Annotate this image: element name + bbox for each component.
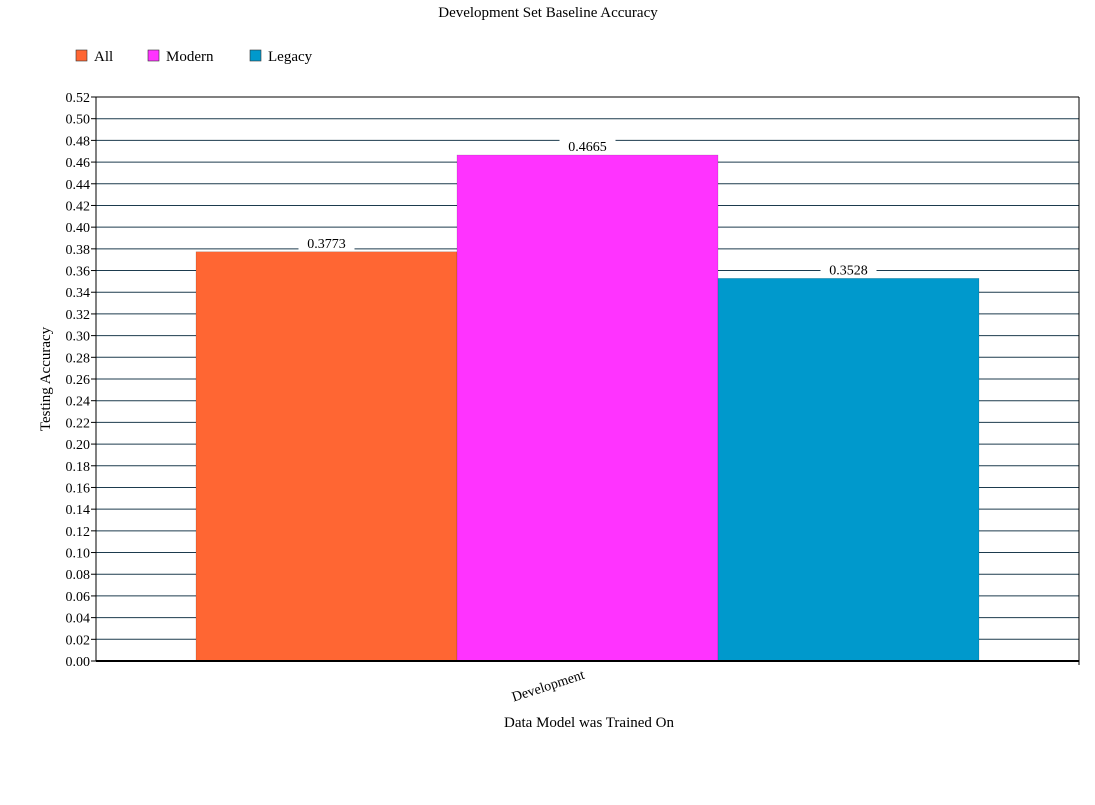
y-tick-label: 0.36 (66, 265, 91, 280)
y-tick-label: 0.18 (66, 460, 91, 475)
y-tick-label: 0.06 (66, 590, 91, 605)
y-axis-ticks: 0.00 0.02 0.04 0.06 0.08 0.10 0.12 0.14 0.16 0.18… (66, 91, 96, 670)
y-tick-label: 0.52 (66, 91, 91, 106)
x-axis-categories: Development (510, 668, 586, 706)
y-tick-label: 0.42 (66, 199, 91, 214)
bar-legacy (717, 278, 980, 662)
y-tick-label: 0.08 (66, 568, 91, 583)
y-tick-label: 0.38 (66, 243, 91, 258)
y-axis-title: Testing Accuracy (38, 326, 54, 431)
legend-label-all: All (94, 49, 113, 65)
data-label-background (559, 138, 616, 155)
y-tick-label: 0.10 (66, 547, 91, 562)
axes (95, 96, 1080, 665)
legend-swatch-legacy (249, 49, 262, 62)
bars (195, 154, 980, 662)
data-label-modern: 0.4665 (568, 140, 607, 155)
y-tick-label: 0.16 (66, 481, 91, 496)
y-tick-label: 0.04 (66, 612, 91, 627)
y-tick-label: 0.26 (66, 373, 91, 388)
y-tick-label: 0.44 (66, 178, 91, 193)
bar-modern (456, 154, 719, 662)
legend-label-legacy: Legacy (268, 49, 313, 65)
y-tick-label: 0.14 (66, 503, 91, 518)
y-tick-label: 0.50 (66, 113, 91, 128)
y-tick-label: 0.00 (66, 655, 91, 670)
y-tick-label: 0.22 (66, 416, 91, 431)
x-category-label: Development (510, 668, 586, 706)
y-tick-label: 0.48 (66, 134, 91, 149)
y-tick-label: 0.02 (66, 633, 91, 648)
y-tick-label: 0.46 (66, 156, 91, 171)
legend-label-modern: Modern (166, 49, 214, 65)
y-tick-label: 0.24 (66, 395, 91, 410)
data-label-legacy: 0.3528 (829, 263, 868, 278)
data-label-background (298, 234, 355, 251)
bar-all (195, 251, 458, 662)
data-label-all: 0.3773 (307, 237, 346, 252)
legend-swatch-all (75, 49, 88, 62)
y-tick-label: 0.32 (66, 308, 91, 323)
chart-title: Development Set Baseline Accuracy (438, 5, 658, 21)
data-labels: 0.3773 0.4665 0.3528 (298, 138, 877, 278)
y-tick-label: 0.20 (66, 438, 91, 453)
legend-swatch-modern (147, 49, 160, 62)
y-tick-label: 0.40 (66, 221, 91, 236)
y-tick-label: 0.30 (66, 330, 91, 345)
y-tick-label: 0.34 (66, 286, 91, 301)
y-tick-label: 0.12 (66, 525, 91, 540)
y-tick-label: 0.28 (66, 351, 91, 366)
data-label-background (820, 261, 877, 278)
legend: All Modern Legacy (75, 49, 313, 65)
x-axis-title: Data Model was Trained On (504, 715, 674, 731)
